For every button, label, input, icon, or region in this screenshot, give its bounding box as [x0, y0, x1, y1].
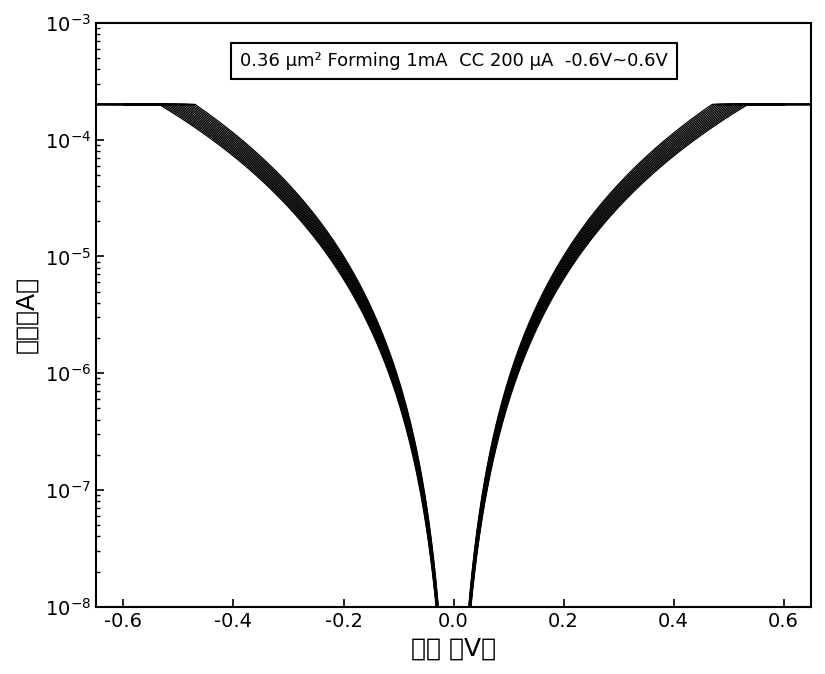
Text: 0.36 μm² Forming 1mA  CC 200 μA  -0.6V~0.6V: 0.36 μm² Forming 1mA CC 200 μA -0.6V~0.6… [239, 52, 667, 70]
Y-axis label: 电流（A）: 电流（A） [14, 276, 38, 353]
X-axis label: 电压 （V）: 电压 （V） [411, 636, 496, 660]
